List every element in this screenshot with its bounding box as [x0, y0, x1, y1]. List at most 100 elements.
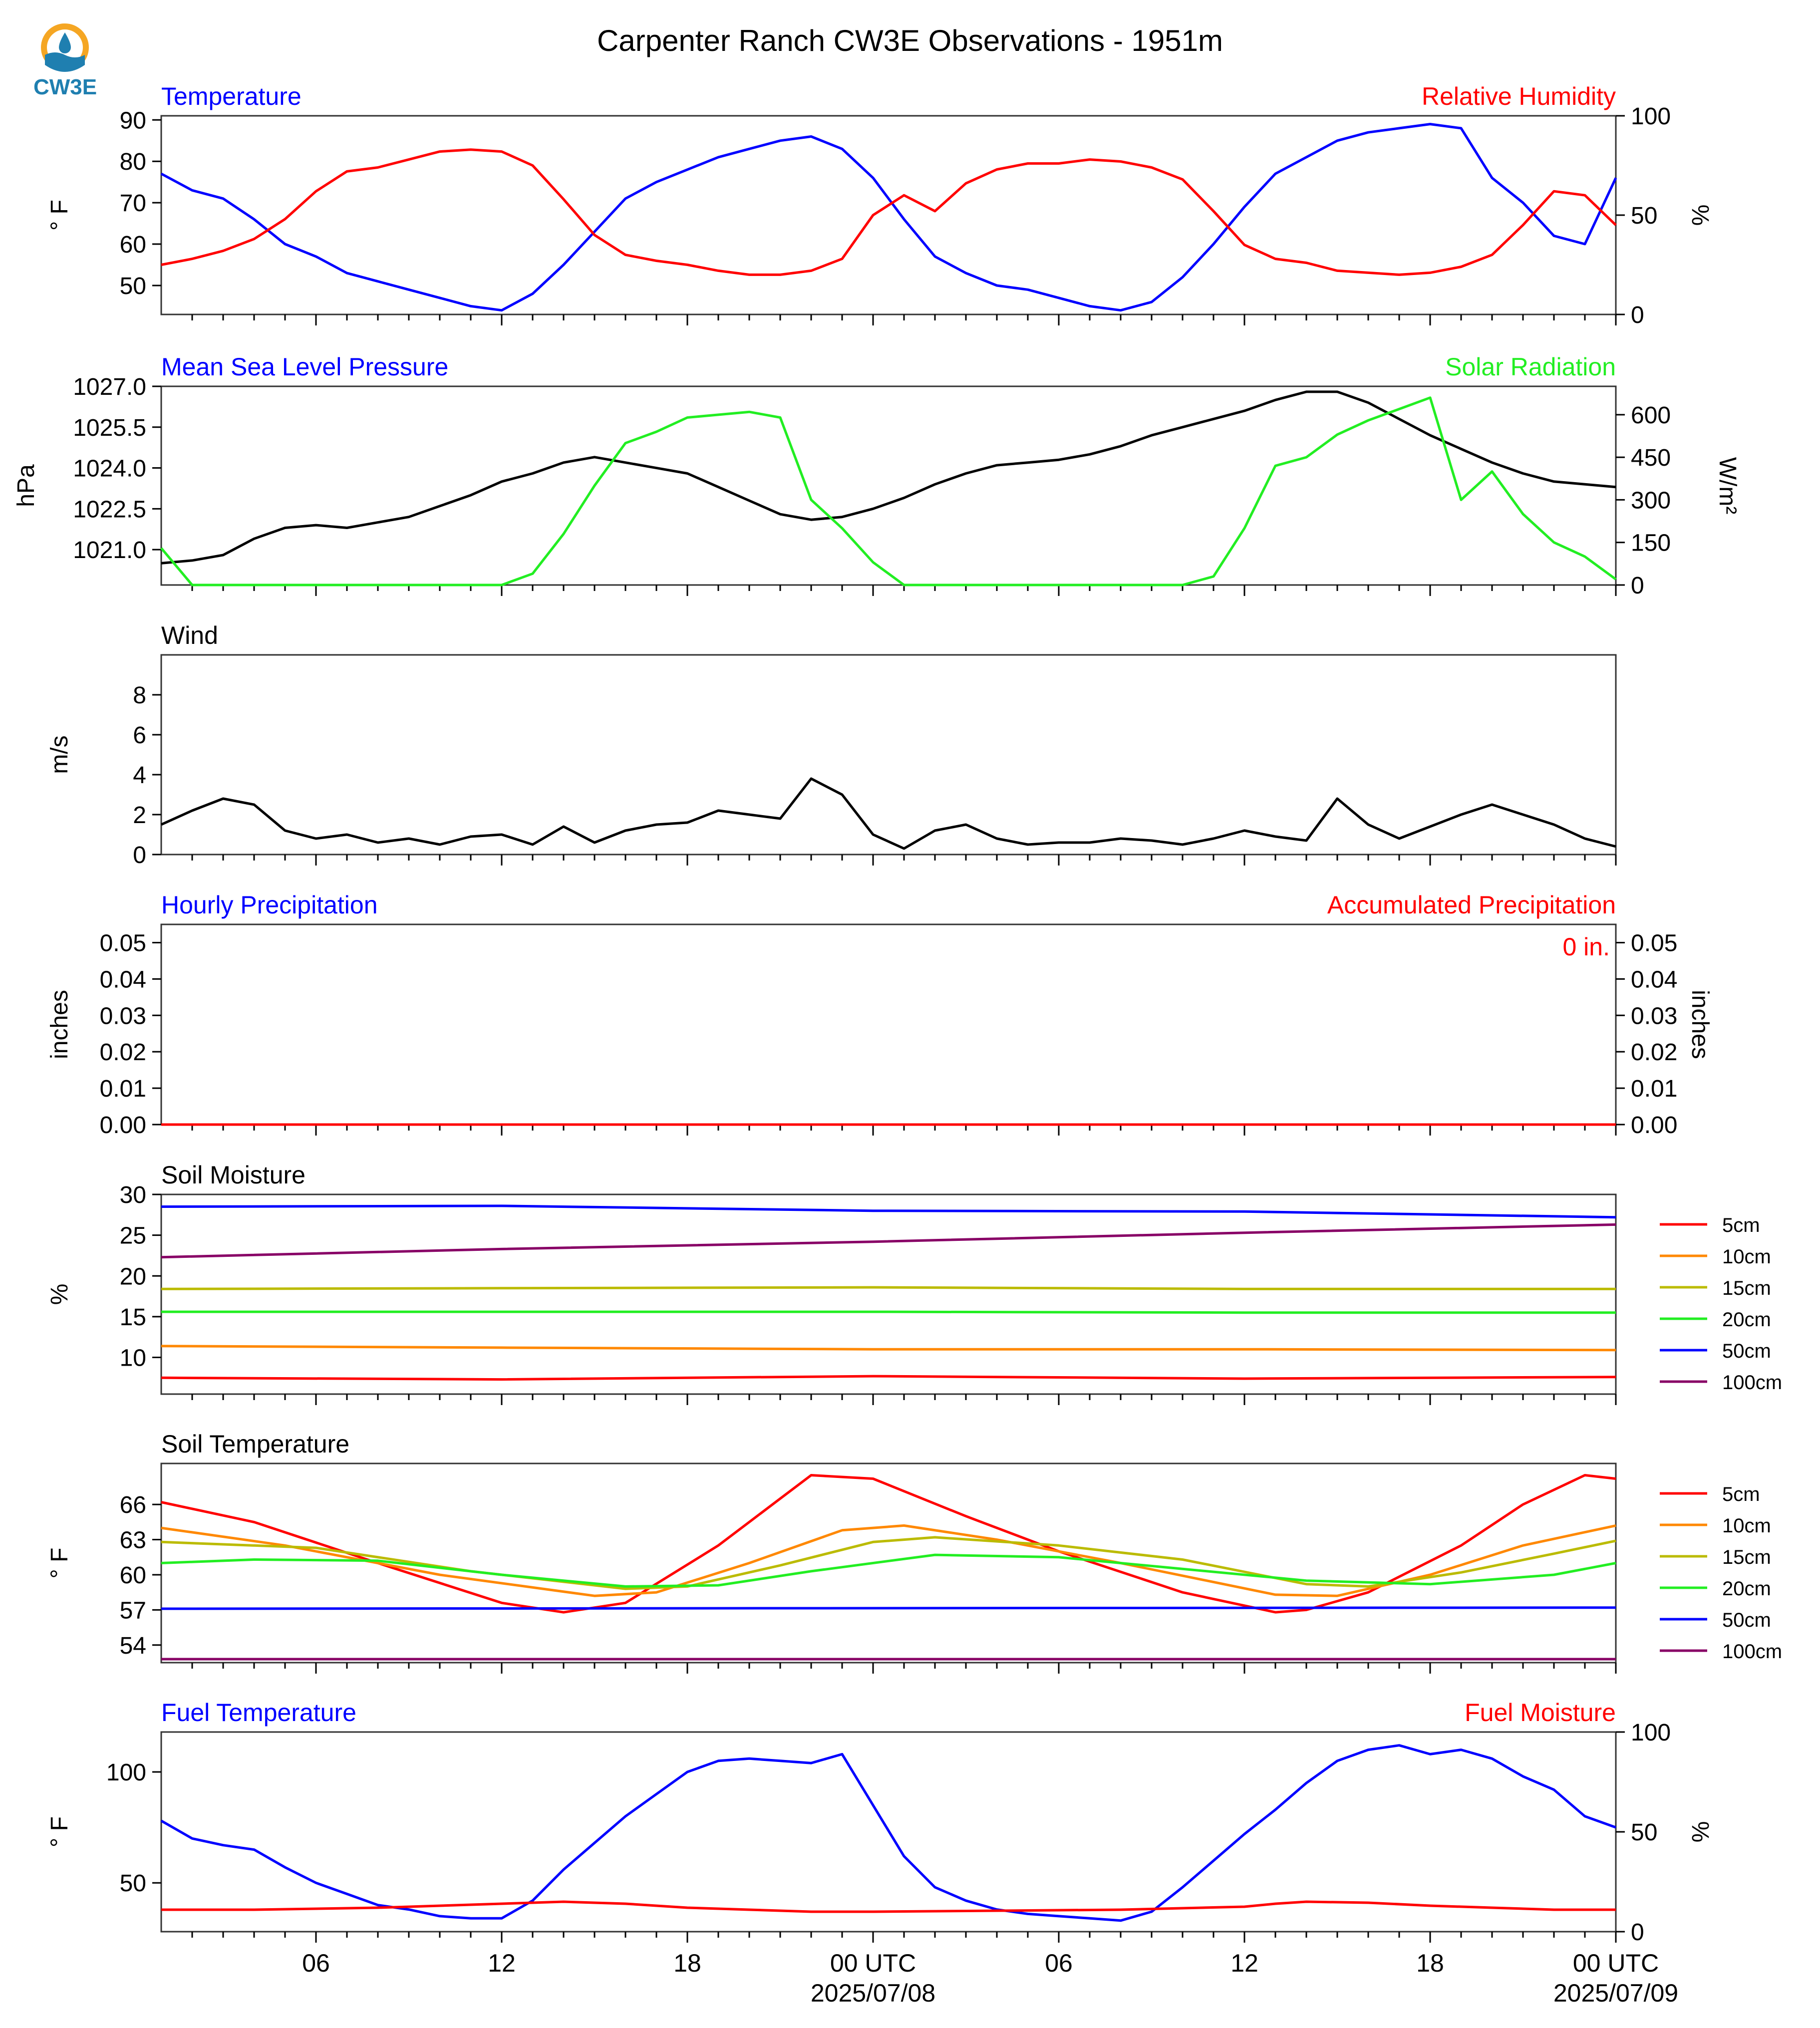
y-axis-label-left: ° F [46, 200, 73, 231]
y-tick-label: 0.02 [100, 1039, 146, 1066]
series-line-5cm [161, 1474, 1616, 1614]
y-tick-label-right: 450 [1631, 445, 1671, 471]
plot-frame [160, 385, 1617, 586]
series-line-50cm [161, 1204, 1616, 1219]
series-line-50cm [161, 1606, 1616, 1610]
series-line-5cm [161, 1375, 1616, 1381]
panel-title-left: Temperature [161, 82, 302, 110]
x-tick-label: 12 [488, 1949, 516, 1977]
y-tick-label: 54 [120, 1633, 146, 1659]
panel-title-left: Soil Moisture [161, 1161, 305, 1189]
y-tick-label: 90 [120, 107, 146, 134]
panel-title-left: Wind [161, 621, 218, 649]
cw3e-logo [30, 20, 100, 105]
series-line-100cm [161, 1223, 1616, 1259]
x-date-label: 2025/07/09 [1553, 1979, 1678, 2007]
y-tick-label-right: 50 [1631, 1819, 1657, 1846]
y-tick-label-right: 100 [1631, 103, 1671, 130]
figure-title: Carpenter Ranch CW3E Observations - 1951… [597, 24, 1223, 57]
y-tick-label: 8 [133, 682, 146, 709]
y-tick-label: 50 [120, 1870, 146, 1897]
y-tick-label: 30 [120, 1182, 146, 1208]
y-tick-label: 6 [133, 722, 146, 749]
legend-label: 50cm [1722, 1340, 1771, 1362]
y-tick-label: 60 [120, 1562, 146, 1589]
plot-frame [160, 654, 1617, 856]
series-line-blue [160, 123, 1617, 312]
panel-soil_moisture: Soil Moisture 10 15 20 25 30% 5cm 10cm 15cm 20cm 5… [46, 1161, 1782, 1405]
panel-title-right: Fuel Moisture [1465, 1699, 1616, 1727]
panel-soil_temperature: Soil Temperature 54 57 60 63 66 ° F 5cm 10cm 15cm… [46, 1430, 1782, 1674]
y-tick-label: 66 [120, 1492, 146, 1518]
legend-label: 50cm [1722, 1609, 1771, 1631]
y-tick-label: 0.05 [100, 930, 146, 956]
y-tick-label: 1022.5 [73, 496, 146, 523]
legend-label: 20cm [1722, 1578, 1771, 1600]
y-tick-label: 10 [120, 1345, 146, 1372]
y-axis-label-left: ° F [46, 1816, 73, 1847]
y-tick-label-right: 0.02 [1631, 1039, 1677, 1066]
panel-title-right: Solar Radiation [1445, 353, 1616, 381]
y-tick-label: 2 [133, 802, 146, 829]
series-line-blue [160, 1744, 1616, 1922]
y-tick-label-right: 0.03 [1631, 1003, 1677, 1029]
series-line-red [161, 1900, 1616, 1913]
series-line-20cm [161, 1553, 1616, 1588]
panel-precipitation: Hourly Precipitation Accumulated Precipit… [46, 891, 1713, 1139]
x-tick-label: 00 UTC [1573, 1949, 1659, 1977]
legend-label: 100cm [1722, 1372, 1782, 1394]
plot-frame [160, 1193, 1617, 1395]
y-tick-label-right: 0.00 [1631, 1112, 1677, 1139]
series-line-green [160, 396, 1617, 586]
panel-temperature_rh: Temperature Relative Humidity 50 60 70 80 90 0 5… [46, 82, 1713, 328]
y-tick-label: 1021.0 [73, 537, 146, 564]
x-tick-label: 06 [302, 1949, 330, 1977]
y-tick-label-right: 0.01 [1631, 1076, 1677, 1102]
y-axis-label-left: % [46, 1284, 73, 1305]
y-axis-label-left: inches [46, 990, 73, 1059]
y-tick-label-right: 0 [1631, 573, 1644, 599]
panel-title-right: Relative Humidity [1422, 82, 1616, 110]
legend-label: 20cm [1722, 1309, 1771, 1331]
y-tick-label: 0.00 [100, 1112, 146, 1139]
panel-title-left: Mean Sea Level Pressure [161, 353, 448, 381]
legend-label: 100cm [1722, 1641, 1782, 1663]
legend-label: 10cm [1722, 1515, 1771, 1537]
y-tick-label: 4 [133, 762, 146, 789]
y-axis-label-left: ° F [46, 1548, 73, 1579]
x-tick-label: 18 [1416, 1949, 1444, 1977]
legend-label: 15cm [1722, 1546, 1771, 1568]
y-tick-label: 80 [120, 149, 146, 175]
y-tick-label: 20 [120, 1263, 146, 1290]
panel-fuel: Fuel Temperature Fuel Moisture 50 100 0 50 100… [46, 1699, 1713, 1946]
y-tick-label: 0.01 [100, 1076, 146, 1102]
y-tick-label: 1025.5 [73, 415, 146, 441]
series-line-black [161, 390, 1616, 565]
plot-frame [160, 115, 1617, 315]
y-axis-label-right: W/m² [1714, 457, 1741, 515]
y-tick-label: 60 [120, 232, 146, 258]
y-tick-label: 1024.0 [73, 456, 146, 482]
legend-label: 5cm [1722, 1214, 1760, 1236]
x-tick-label: 12 [1230, 1949, 1258, 1977]
y-tick-label-right: 150 [1631, 530, 1671, 557]
y-axis-label-left: hPa [13, 464, 39, 507]
y-tick-label: 15 [120, 1304, 146, 1331]
y-axis-label-right: inches [1687, 990, 1713, 1059]
y-tick-label-right: 600 [1631, 402, 1671, 429]
y-tick-label: 70 [120, 190, 146, 217]
panel-wind: Wind 0 2 4 6 8 m/s [46, 621, 1617, 869]
series-line-10cm [161, 1345, 1616, 1352]
series-line-red [161, 148, 1617, 276]
y-tick-label: 25 [120, 1223, 146, 1249]
y-axis-label-left: m/s [46, 735, 73, 774]
y-tick-label: 0 [133, 842, 146, 869]
panel-title-right: Accumulated Precipitation [1327, 891, 1616, 919]
y-tick-label: 0.03 [100, 1003, 146, 1029]
plot-frame [160, 923, 1617, 1126]
y-tick-label: 0.04 [100, 966, 146, 993]
panel-title-left: Soil Temperature [161, 1430, 349, 1458]
logo-text: CW3E [33, 75, 97, 99]
